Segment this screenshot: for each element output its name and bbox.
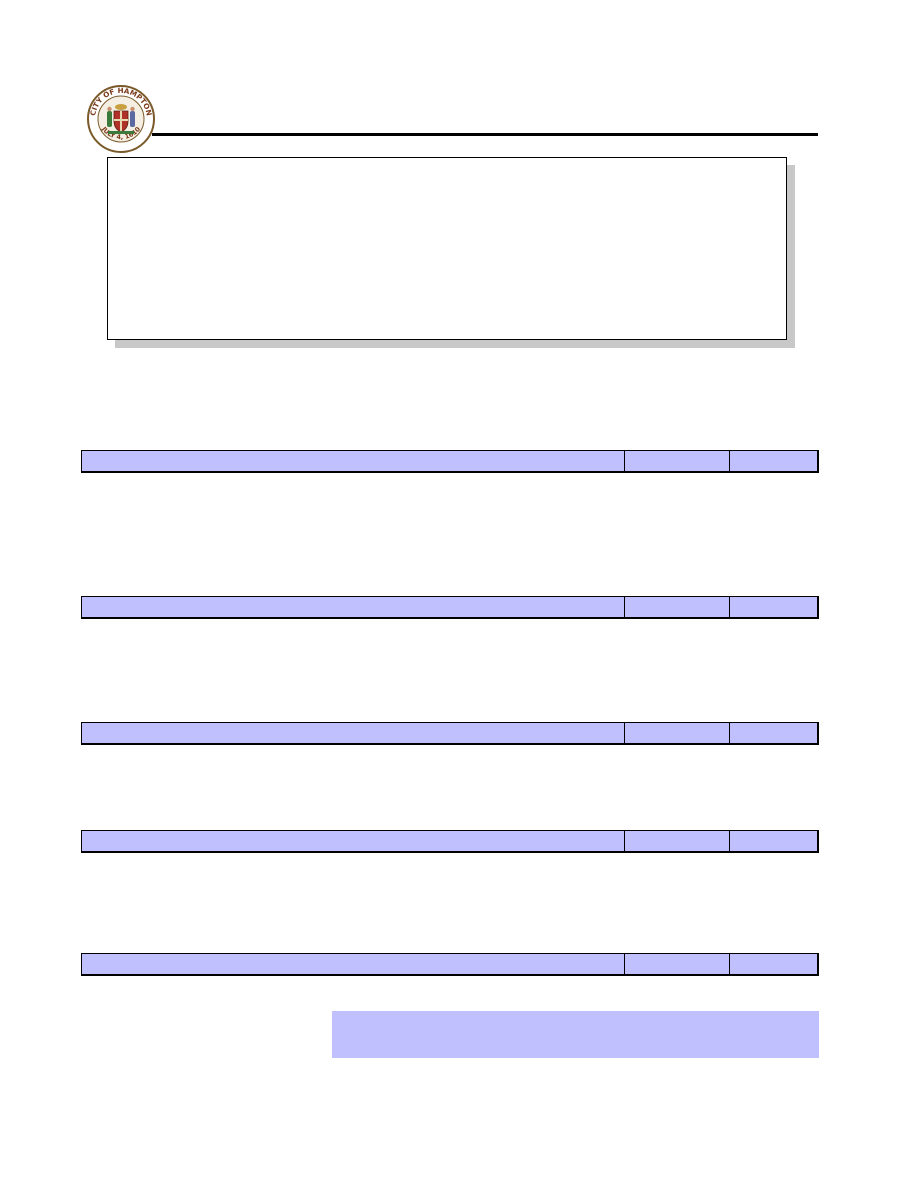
section-title-3 [82,723,625,743]
section-col3-5 [730,954,817,974]
section-title-1 [82,451,625,471]
section-header-bar-4 [81,830,819,853]
header-rule [152,133,818,136]
section-col3-3 [730,723,817,743]
section-col3-4 [730,831,817,851]
section-col2-3 [625,723,730,743]
section-header-bar-2 [81,596,819,619]
section-title-4 [82,831,625,851]
section-title-2 [82,597,625,617]
city-seal-logo: CITY OF HAMPTON JULY 4, 1610 [87,85,155,153]
total-box [332,1011,819,1058]
section-header-bar-5 [81,953,819,976]
section-col2-4 [625,831,730,851]
section-col3-1 [730,451,817,471]
section-header-bar-3 [81,722,819,745]
section-col3-2 [730,597,817,617]
section-col2-1 [625,451,730,471]
section-col2-2 [625,597,730,617]
section-title-5 [82,954,625,974]
section-col2-5 [625,954,730,974]
info-box [107,157,787,340]
section-header-bar-1 [81,450,819,473]
